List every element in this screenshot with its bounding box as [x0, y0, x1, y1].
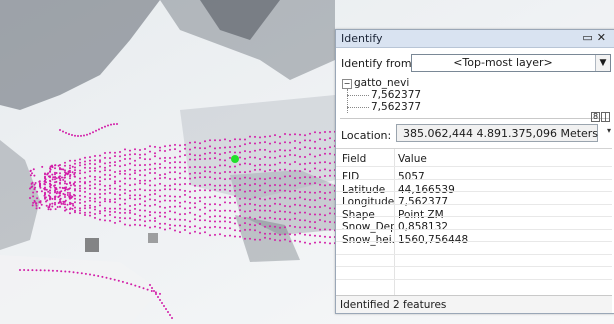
table-row[interactable]: Longitude 7,562377: [336, 196, 612, 209]
collapse-tree-icon[interactable]: −: [342, 79, 352, 89]
tree-feature-node[interactable]: 7,562377: [371, 101, 422, 113]
table-row[interactable]: Snow_Depth 0,858132: [336, 221, 612, 234]
window-title: Identify: [341, 32, 383, 45]
identify-window[interactable]: Identify ▭✕ Identify from: <Top-most lay…: [335, 29, 614, 314]
close-icon[interactable]: ✕: [596, 31, 610, 44]
pane-toggle-buttons[interactable]: 8 |: [590, 112, 610, 122]
field-column-header[interactable]: Field: [342, 153, 367, 165]
value-cell: 1560,756448: [398, 233, 469, 246]
layer-select-value: <Top-most layer>: [453, 56, 553, 69]
table-row[interactable]: Shape Point ZM: [336, 209, 612, 222]
table-row[interactable]: Latitude 44,166539: [336, 184, 612, 197]
status-bar: Identified 2 features: [336, 295, 612, 313]
location-label: Location:: [341, 129, 392, 142]
pane-divider[interactable]: [340, 118, 610, 119]
identify-titlebar[interactable]: Identify ▭✕: [336, 30, 614, 48]
building: [85, 238, 99, 252]
tree-feature-node[interactable]: 7,562377: [371, 89, 422, 101]
tree-layer-node[interactable]: gatto_nevi: [354, 77, 410, 89]
identify-from-dropdown[interactable]: <Top-most layer> ▼: [411, 54, 611, 72]
attribute-table[interactable]: Field Value FID 5057 Latitude 44,166539 Long…: [336, 148, 612, 295]
selected-point-marker[interactable]: [231, 155, 239, 163]
field-cell: Latitude: [342, 183, 386, 196]
field-cell: Snow_Depth: [342, 221, 394, 233]
value-cell: Point ZM: [398, 208, 444, 221]
value-cell: 5057: [398, 171, 425, 183]
value-cell: 7,562377: [398, 196, 449, 208]
field-cell: Longitude: [342, 196, 394, 208]
location-menu-icon[interactable]: ▾: [606, 126, 611, 135]
field-cell: Shape: [342, 208, 375, 221]
value-cell: 0,858132: [398, 221, 449, 233]
field-cell: Snow_hei...: [342, 233, 394, 246]
results-tree[interactable]: − gatto_nevi 7,562377 7,562377: [341, 76, 603, 120]
table-row[interactable]: FID 5057: [336, 171, 612, 184]
location-field[interactable]: 385.062,444 4.891.375,096 Meters: [396, 124, 598, 142]
table-header: Field Value: [336, 153, 612, 166]
building: [148, 233, 158, 243]
minimize-icon[interactable]: ▭: [582, 31, 597, 44]
value-column-header[interactable]: Value: [398, 153, 427, 165]
snow-depth-track-points: [19, 123, 336, 319]
field-cell: FID: [342, 171, 360, 183]
identify-from-label: Identify from:: [341, 57, 416, 70]
split-vertical-icon[interactable]: |: [601, 112, 610, 122]
table-row[interactable]: Snow_hei... 1560,756448: [336, 234, 612, 247]
dropdown-arrow-icon[interactable]: ▼: [595, 55, 610, 71]
split-horizontal-icon[interactable]: 8: [591, 112, 600, 122]
value-cell: 44,166539: [398, 183, 455, 196]
